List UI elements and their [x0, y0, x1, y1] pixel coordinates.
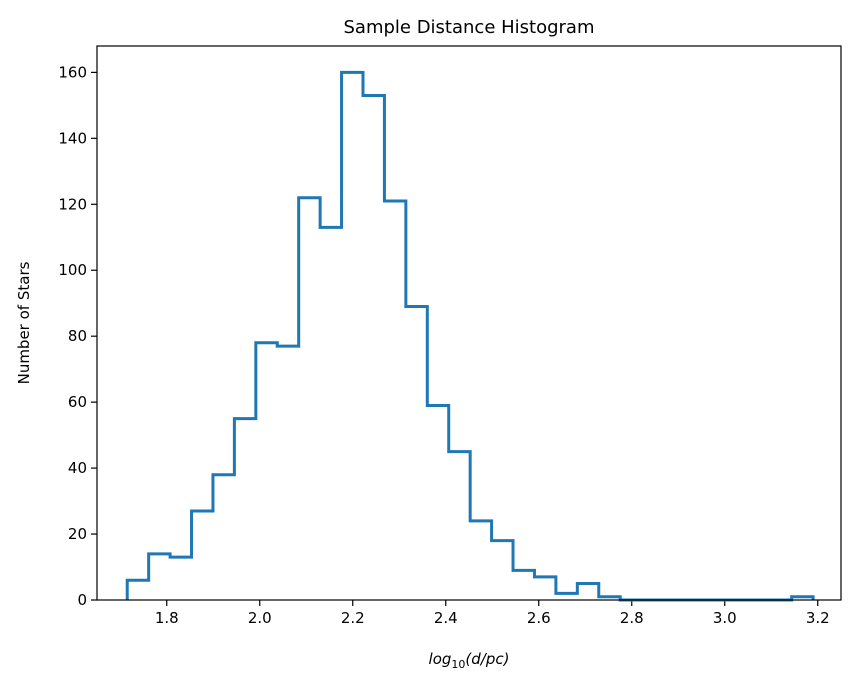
- y-axis-label: Number of Stars: [15, 261, 33, 384]
- y-tick-label: 80: [68, 327, 87, 345]
- y-tick-label: 120: [58, 195, 87, 213]
- y-tick-label: 0: [77, 591, 87, 609]
- y-tick-label: 100: [58, 261, 87, 279]
- y-tick-label: 40: [68, 459, 87, 477]
- histogram-step-line: [125, 70, 815, 602]
- y-tick-label: 60: [68, 393, 87, 411]
- y-tick-label: 20: [68, 525, 87, 543]
- x-axis-label-argument: (d/pc): [465, 650, 509, 668]
- x-tick-label: 2.8: [620, 609, 644, 627]
- x-axis-label-base: log: [429, 650, 452, 668]
- x-tick-label: 2.6: [527, 609, 551, 627]
- x-axis-label: log10(d/pc): [429, 650, 510, 671]
- x-tick-label: 2.2: [341, 609, 365, 627]
- x-tick-label: 3.0: [713, 609, 737, 627]
- x-tick-label: 1.8: [155, 609, 179, 627]
- x-tick-label: 2.0: [248, 609, 272, 627]
- x-tick-label: 3.2: [806, 609, 830, 627]
- y-axis-ticks: 0 20 40 60 80 100 120 140 160: [58, 63, 97, 609]
- x-tick-label: 2.4: [434, 609, 458, 627]
- y-axis-label-group: Number of Stars: [15, 261, 33, 384]
- x-axis-label-subscript: 10: [451, 658, 465, 671]
- y-tick-label: 140: [58, 129, 87, 147]
- chart-title: Sample Distance Histogram: [343, 17, 594, 38]
- y-tick-label: 160: [58, 63, 87, 81]
- plot-frame: [96, 45, 842, 601]
- x-axis-ticks: 1.8 2.0 2.2 2.4 2.6 2.8 3.0 3.2: [155, 600, 830, 627]
